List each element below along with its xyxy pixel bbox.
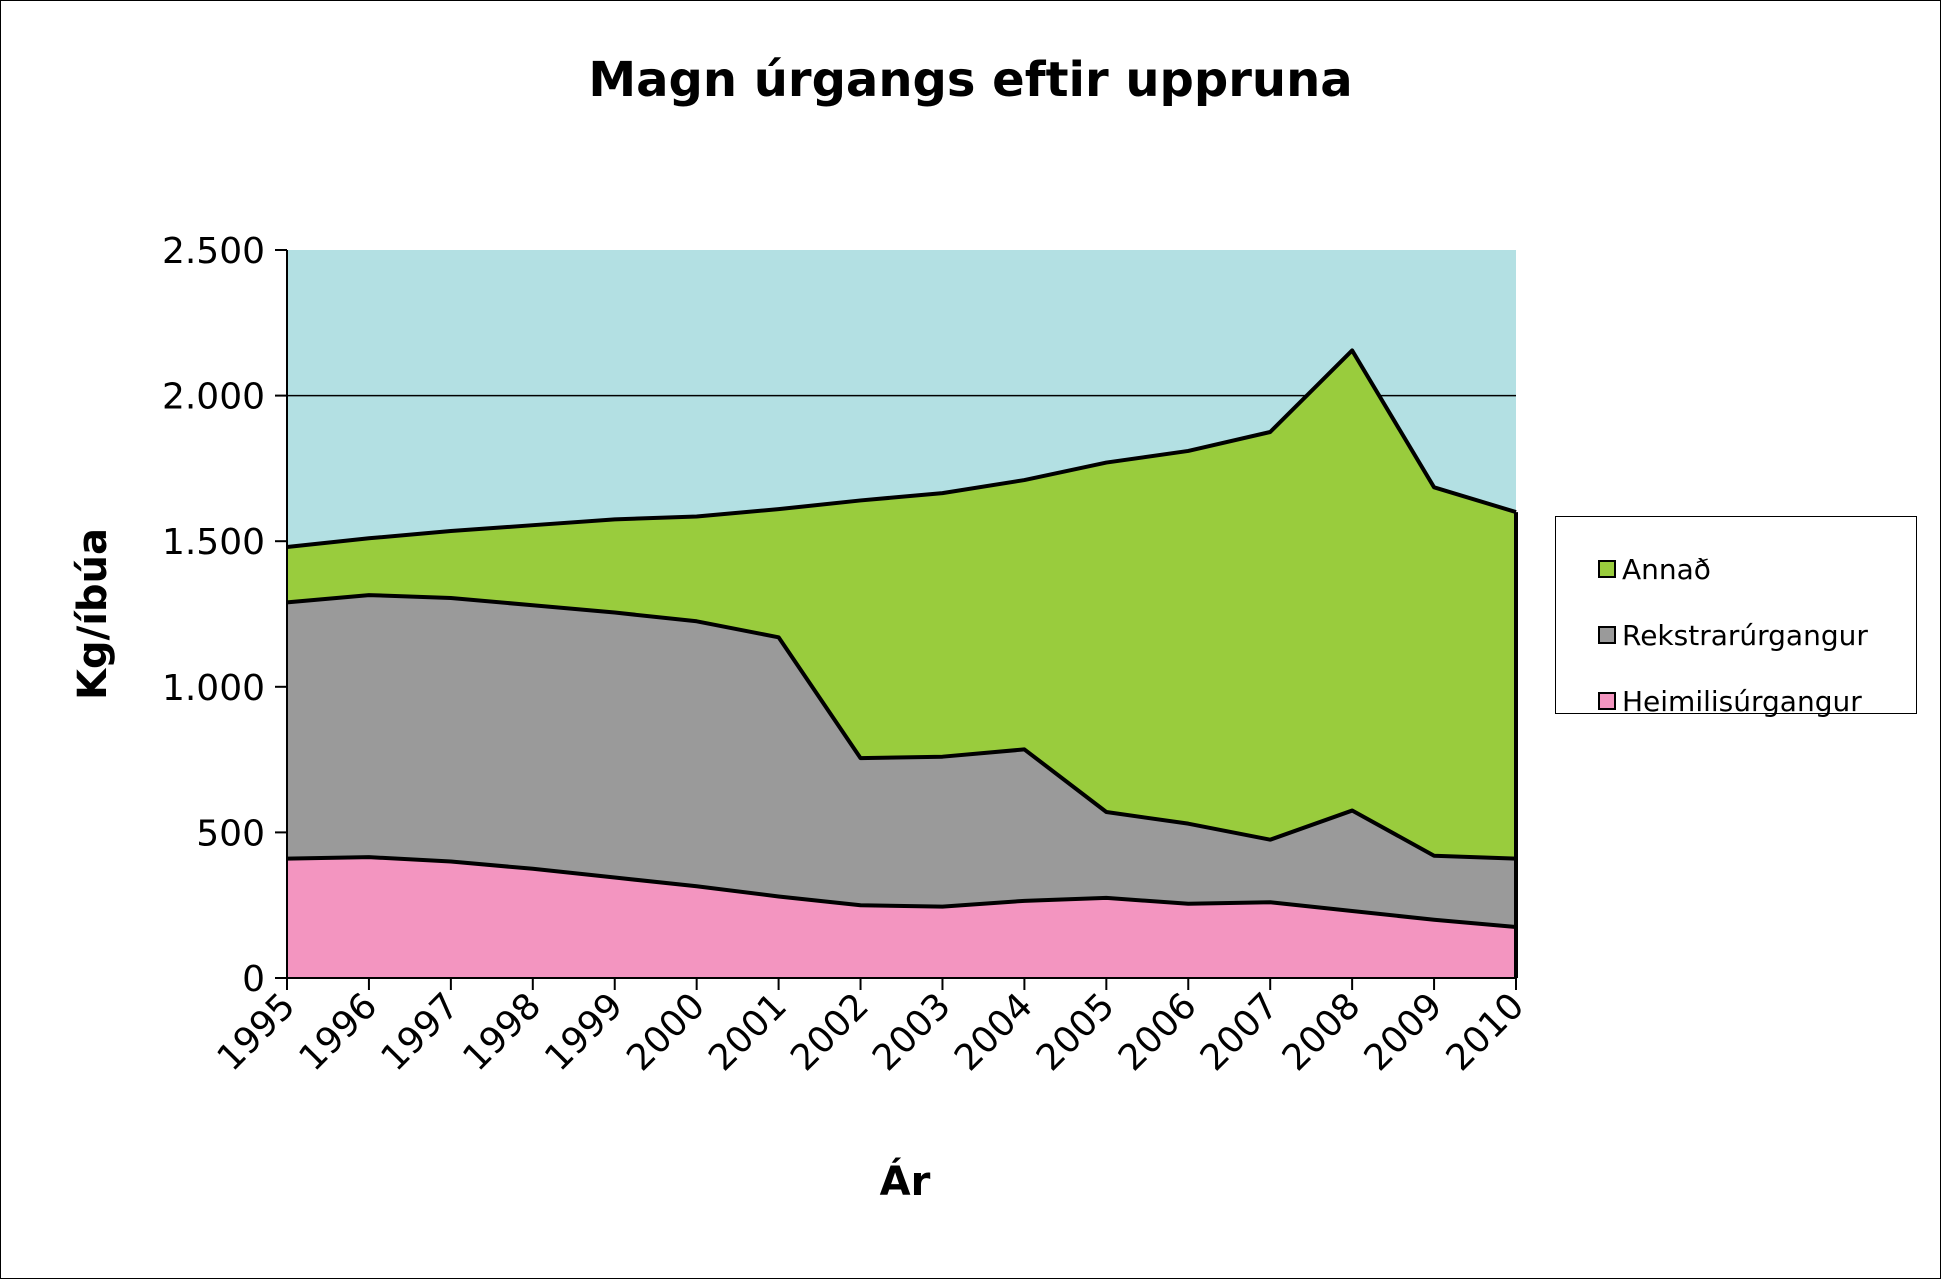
chart-title: Magn úrgangs eftir uppruna (588, 52, 1353, 108)
legend-swatch-annad (1598, 560, 1616, 578)
x-axis-title: Ár (880, 1157, 931, 1205)
legend-swatch-rekstrarurgangur (1598, 626, 1616, 644)
x-tick-label: 2005 (1029, 985, 1123, 1079)
legend-swatch-heimilisurgangur (1598, 692, 1616, 710)
y-tick-label: 1.500 (162, 522, 265, 563)
x-tick-label: 1996 (292, 985, 386, 1079)
legend-item-annad: Annað (1598, 549, 1711, 589)
legend-label-heimilisurgangur: Heimilisúrgangur (1622, 684, 1862, 718)
line-anna- (286, 348, 1517, 550)
x-tick-label: 1997 (373, 985, 467, 1079)
x-tick-label: 2010 (1439, 985, 1533, 1079)
y-tick-label: 1.000 (162, 668, 265, 709)
x-tick-label: 1998 (455, 985, 549, 1079)
x-tick-label: 2003 (865, 985, 959, 1079)
x-tick-label: 2002 (783, 985, 877, 1079)
area-anna- (287, 350, 1516, 859)
y-tick-label: 0 (242, 959, 265, 1000)
x-tick-label: 1999 (537, 985, 631, 1079)
legend-label-annad: Annað (1622, 552, 1711, 586)
y-tick-label: 2.000 (162, 377, 265, 418)
y-tick-label: 2.500 (162, 231, 265, 272)
legend-label-rekstrarurgangur: Rekstrarúrgangur (1622, 618, 1868, 652)
x-tick-label: 2009 (1357, 985, 1451, 1079)
line-rekstraru-rgangur (286, 593, 1517, 861)
x-tick-label: 2007 (1193, 985, 1287, 1079)
chart-legend: Annað Rekstrarúrgangur Heimilisúrgangur (1555, 516, 1917, 718)
area-heimilisu-rgangur (287, 857, 1516, 978)
legend-item-rekstrarurgangur: Rekstrarúrgangur (1598, 615, 1868, 655)
line-heimilisu-rgangur (286, 855, 1517, 930)
area-rekstraru-rgangur (287, 595, 1516, 928)
x-tick-label: 2008 (1275, 985, 1369, 1079)
x-tick-label: 2006 (1111, 985, 1205, 1079)
y-axis-title: Kg/íbúa (70, 528, 116, 700)
x-tick-label: 2001 (701, 985, 795, 1079)
legend-item-heimilisurgangur: Heimilisúrgangur (1598, 681, 1862, 721)
y-tick-label: 500 (196, 813, 265, 854)
x-tick-label: 2000 (619, 985, 713, 1079)
x-tick-label: 2004 (947, 985, 1041, 1079)
